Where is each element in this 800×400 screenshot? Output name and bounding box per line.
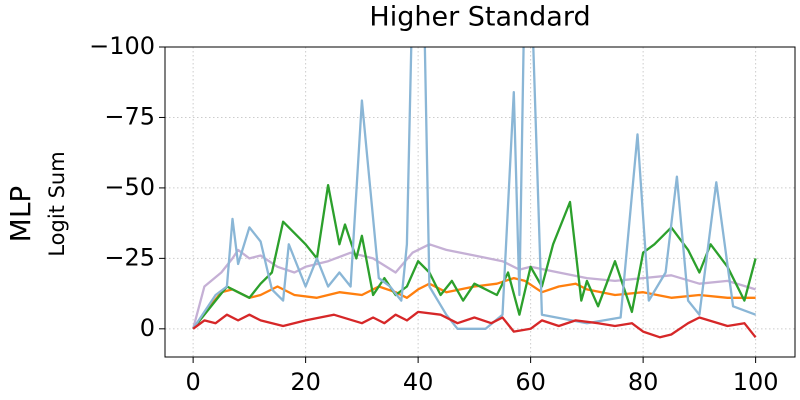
series-line xyxy=(192,47,757,330)
x-tick-label: 0 xyxy=(185,368,200,396)
y-tick-label: −75 xyxy=(104,102,155,130)
axes-frame xyxy=(164,46,796,358)
series-line xyxy=(192,310,757,339)
x-tick-label: 40 xyxy=(403,368,434,396)
x-tick-label: 20 xyxy=(290,368,321,396)
y-axis-label: Logit Sum xyxy=(45,151,69,256)
y-tick-label: −25 xyxy=(104,243,155,271)
series-line xyxy=(192,183,757,330)
x-tick-label: 100 xyxy=(733,368,779,396)
y-tick-label: 0 xyxy=(140,314,155,342)
chart-title: Higher Standard xyxy=(369,2,590,33)
row-label: MLP xyxy=(4,186,37,243)
y-tick-label: −50 xyxy=(104,173,155,201)
y-tick-label: −100 xyxy=(89,32,155,60)
x-tick-label: 60 xyxy=(515,368,546,396)
plot-area xyxy=(191,47,757,339)
x-tick-label: 80 xyxy=(628,368,659,396)
